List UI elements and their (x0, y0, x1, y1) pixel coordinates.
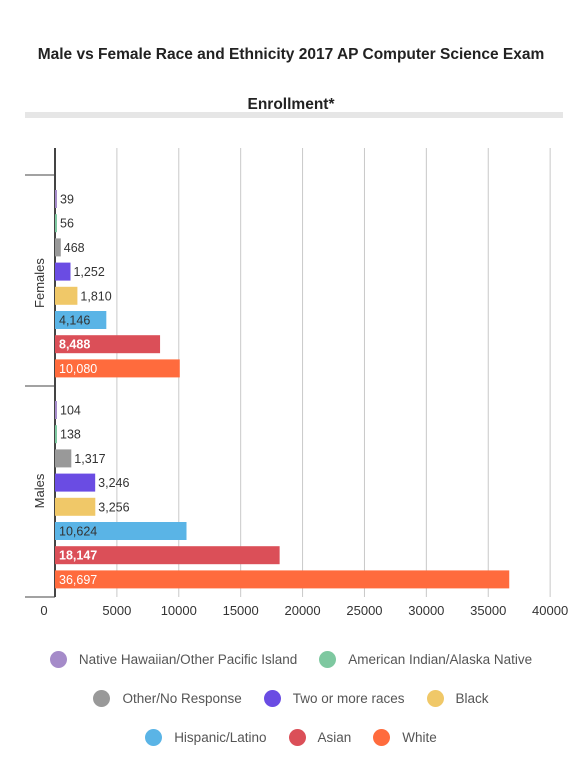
category-label: Males (32, 473, 47, 508)
legend-label: Black (455, 691, 489, 706)
data-label: 8,488 (59, 338, 90, 352)
bar (55, 359, 180, 378)
legend-swatch (263, 690, 281, 707)
bar (55, 190, 57, 208)
legend-swatch (426, 690, 444, 707)
legend-label: Asian (317, 730, 352, 745)
bar (55, 546, 280, 565)
legend-row: Other/No Response Two or more races Black (0, 679, 582, 718)
x-tick-label: 40000 (532, 603, 568, 618)
legend-label: White (402, 730, 437, 745)
bar (55, 401, 57, 419)
legend-swatch (49, 651, 67, 668)
data-label: 3,246 (98, 476, 129, 490)
title-divider (25, 112, 563, 118)
legend-item[interactable]: Two or more races (263, 690, 405, 707)
data-label: 10,624 (59, 525, 97, 539)
bar (55, 570, 510, 589)
legend-label: Native Hawaiian/Other Pacific Island (78, 652, 298, 667)
legend-item[interactable]: Hispanic/Latino (145, 729, 267, 746)
legend-item[interactable]: Native Hawaiian/Other Pacific Island (49, 651, 298, 668)
data-label: 39 (60, 193, 74, 207)
category-label: Females (32, 258, 47, 308)
bar (55, 214, 57, 233)
x-tick-label: 5000 (102, 603, 131, 618)
x-tick-label: 25000 (346, 603, 382, 618)
legend-swatch (319, 651, 337, 668)
legend-swatch (288, 729, 306, 746)
legend-label: American Indian/Alaska Native (348, 652, 533, 667)
data-label: 56 (60, 217, 74, 231)
bar (55, 425, 57, 444)
legend-item[interactable]: American Indian/Alaska Native (319, 651, 532, 668)
bar (55, 335, 161, 354)
legend-label: Hispanic/Latino (174, 730, 267, 745)
bar-chart: Females Males 39 56 468 1,252 1,810 4,146 8,488 1… (25, 148, 568, 618)
legend-swatch (145, 729, 163, 746)
legend-label: Other/No Response (122, 691, 242, 706)
bar (55, 522, 187, 540)
bar (55, 286, 78, 305)
bar (55, 311, 107, 329)
data-label: 18,147 (59, 549, 97, 563)
x-tick-label: 20000 (284, 603, 320, 618)
legend-item[interactable]: Asian (288, 729, 352, 746)
legend-swatch (93, 690, 111, 707)
x-tick-label: 0 (40, 603, 47, 618)
data-label: 4,146 (59, 314, 90, 328)
legend-swatch (373, 729, 391, 746)
data-label: 468 (64, 241, 85, 255)
data-label: 1,252 (73, 265, 104, 279)
data-label: 104 (60, 404, 81, 418)
legend-row: Native Hawaiian/Other Pacific Island Amer… (0, 640, 582, 679)
data-label: 36,697 (59, 573, 97, 587)
x-tick-label: 35000 (470, 603, 506, 618)
x-tick-label: 10000 (161, 603, 197, 618)
legend-item[interactable]: Other/No Response (93, 690, 242, 707)
chart-title: Male vs Female Race and Ethnicity 2017 A… (37, 46, 545, 113)
bar (55, 449, 72, 468)
bar (55, 238, 61, 257)
bar (55, 262, 71, 281)
legend-item[interactable]: Black (426, 690, 489, 707)
x-tick-label: 30000 (408, 603, 444, 618)
bar (55, 473, 96, 492)
legend-item[interactable]: White (373, 729, 437, 746)
legend-row: Hispanic/Latino Asian White (0, 718, 582, 757)
bar (55, 497, 96, 516)
data-label: 3,256 (98, 500, 129, 514)
data-label: 138 (60, 428, 81, 442)
legend-label: Two or more races (292, 691, 405, 706)
x-tick-label: 15000 (223, 603, 259, 618)
chart-legend: Native Hawaiian/Other Pacific Island Amer… (0, 640, 582, 757)
data-label: 1,317 (74, 452, 105, 466)
data-label: 1,810 (80, 289, 111, 303)
data-label: 10,080 (59, 362, 97, 376)
